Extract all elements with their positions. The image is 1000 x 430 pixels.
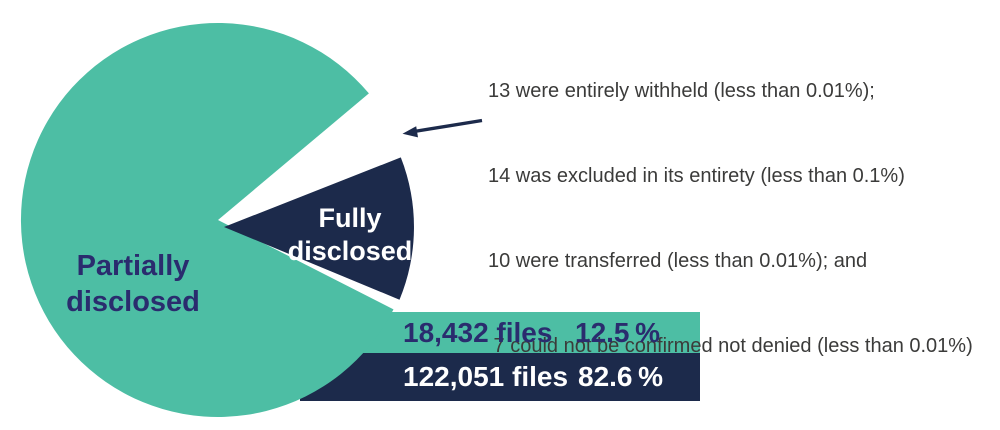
fully-disclosed-label-line2: disclosed xyxy=(287,236,413,266)
fully-disclosed-files-bar-text: 18,432 files 12.5 % xyxy=(340,312,700,353)
annotation-line-withheld: 13 were entirely withheld (less than 0.0… xyxy=(488,79,875,102)
partially-disclosed-label-line2: disclosed xyxy=(66,286,200,318)
partially-disclosed-files-bar-text: 122,051 files 82.6 % xyxy=(340,353,700,401)
partially-disclosed-files-value: 122,051 files xyxy=(403,361,569,392)
annotation-line-transferred: 10 were transferred (less than 0.01%); a… xyxy=(488,250,868,273)
annotation-line-not-confirmed: 7 could not be confirmed not denied (les… xyxy=(488,335,973,358)
fully-disclosed-files-value: 18,432 files xyxy=(403,316,553,348)
files-bar-partially-disclosed xyxy=(300,353,700,401)
pie-slice-fully-disclosed xyxy=(224,157,414,300)
annotation-arrow-head-icon xyxy=(402,126,418,138)
partially-disclosed-label: Partially disclosed xyxy=(23,248,243,320)
pie-slice-partially-disclosed xyxy=(20,22,394,417)
fully-disclosed-label: Fully disclosed xyxy=(255,202,445,268)
annotation-line-excluded: 14 was excluded in its entirety (less th… xyxy=(488,165,905,188)
annotation-arrow-line xyxy=(413,118,483,134)
fully-disclosed-percent: 12.5 % xyxy=(575,316,660,348)
files-bar-fully-disclosed xyxy=(340,312,700,353)
partially-disclosed-percent: 82.6 % xyxy=(578,361,663,392)
small-segments-annotation: 13 were entirely withheld (less than 0.0… xyxy=(488,20,973,418)
partially-disclosed-label-line1: Partially xyxy=(76,250,190,282)
fully-disclosed-label-line1: Fully xyxy=(318,203,382,233)
